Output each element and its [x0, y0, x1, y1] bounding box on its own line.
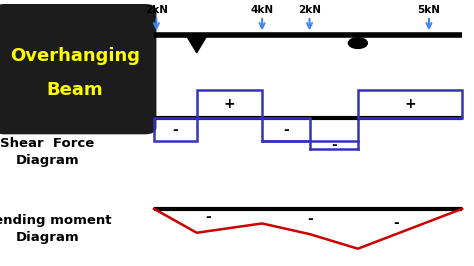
- Text: +: +: [404, 97, 416, 111]
- Text: 2kN: 2kN: [145, 5, 168, 15]
- Text: Bending moment
Diagram: Bending moment Diagram: [0, 214, 111, 244]
- Text: +: +: [224, 97, 235, 111]
- Text: -: -: [283, 123, 289, 137]
- Text: Shear  Force
Diagram: Shear Force Diagram: [0, 137, 94, 167]
- Circle shape: [348, 38, 367, 48]
- Text: Overhanging: Overhanging: [9, 47, 140, 65]
- Text: -: -: [173, 123, 178, 137]
- FancyBboxPatch shape: [0, 4, 156, 134]
- Polygon shape: [186, 35, 207, 53]
- Text: -: -: [205, 210, 211, 224]
- Text: -: -: [331, 138, 337, 152]
- Text: Beam: Beam: [46, 81, 103, 99]
- Text: 4kN: 4kN: [251, 5, 273, 15]
- Text: -: -: [307, 213, 313, 226]
- Text: -: -: [393, 217, 399, 230]
- Text: 5kN: 5kN: [418, 5, 440, 15]
- Text: 2kN: 2kN: [298, 5, 321, 15]
